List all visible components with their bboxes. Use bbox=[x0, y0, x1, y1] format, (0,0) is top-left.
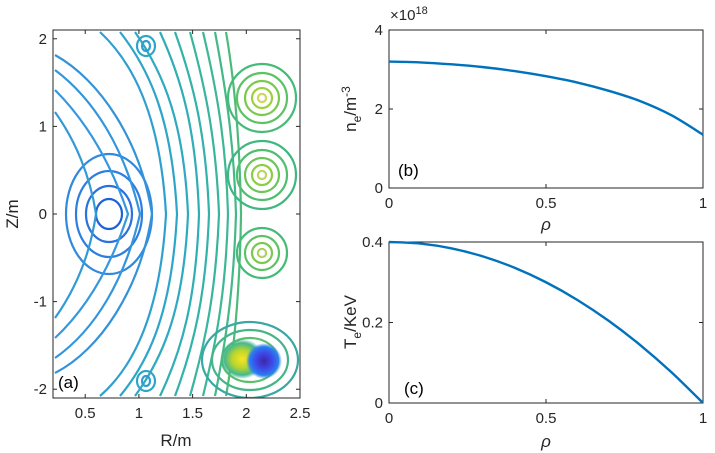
y-tick-label: -2 bbox=[34, 381, 47, 398]
panel-c-axes-box bbox=[388, 241, 704, 404]
panel-c-xlabel: ρ bbox=[540, 432, 551, 451]
coil-center-marker bbox=[258, 94, 266, 102]
y-tick-label: 0 bbox=[375, 395, 383, 412]
x-tick-label: 1 bbox=[135, 405, 143, 422]
x-tick-label: 0 bbox=[385, 410, 393, 427]
panel-a-xlabel: R/m bbox=[160, 431, 191, 450]
x-tick-label: 1 bbox=[699, 195, 707, 212]
panel-b-ylabel: ne/m-3 bbox=[339, 86, 364, 132]
y-tick-label: 1 bbox=[39, 118, 47, 135]
contour-o-point-ring bbox=[84, 184, 134, 244]
panel-b-xlabel: ρ bbox=[540, 215, 551, 234]
panel-c-label: (c) bbox=[404, 379, 424, 398]
y-tick-label: 0.4 bbox=[362, 234, 383, 251]
panel-b-ticks: 0 0.5 1 0 2 4 bbox=[375, 22, 708, 212]
panel-c-series-line bbox=[388, 240, 704, 404]
panel-b-axes-box bbox=[388, 29, 704, 189]
contour-field-line bbox=[99, 31, 168, 397]
coil-top bbox=[226, 62, 298, 134]
x-tick-label: 0 bbox=[385, 195, 393, 212]
coil-center-marker bbox=[258, 249, 266, 257]
y-tick-label: 4 bbox=[375, 22, 383, 39]
x-tick-label: 0.5 bbox=[75, 405, 96, 422]
panel-a-contour: 0.5 1 1.5 2 2.5 2 1 0 -1 -2 (a) R/m Z/m bbox=[3, 29, 311, 450]
coil-center-marker bbox=[258, 171, 266, 179]
contour-x-loop-bottom bbox=[135, 369, 157, 393]
panel-c-ylabel: Te/KeV bbox=[341, 294, 364, 349]
y-tick-label: 0 bbox=[375, 180, 383, 197]
contour-field-line bbox=[134, 31, 190, 397]
x-tick-label: 0.5 bbox=[536, 195, 557, 212]
coil-upper-mid bbox=[226, 139, 298, 211]
panel-b-density: 0 0.5 1 0 2 4 (b) ×1018 ρ ne/m-3 bbox=[339, 5, 707, 234]
contour-field-line bbox=[188, 31, 221, 397]
coil-hot-spot-blue bbox=[246, 343, 282, 379]
x-tick-label: 0.5 bbox=[536, 410, 557, 427]
y-tick-label: 2 bbox=[375, 101, 383, 118]
panel-c-ticks: 0 0.5 1 0 0.2 0.4 bbox=[362, 234, 707, 427]
contour-field-line bbox=[173, 31, 211, 397]
y-tick-label: 2 bbox=[39, 31, 47, 48]
x-tick-label: 1.5 bbox=[182, 405, 203, 422]
x-tick-label: 2.5 bbox=[290, 405, 311, 422]
contour-lines bbox=[54, 31, 300, 398]
panel-b-exponent: ×1018 bbox=[390, 5, 428, 24]
contour-x-loop-top bbox=[140, 39, 152, 53]
panel-b-label: (b) bbox=[398, 161, 419, 180]
panel-c-temperature: 0 0.5 1 0 0.2 0.4 (c) ρ Te/KeV bbox=[341, 234, 707, 451]
coil-lower-mid bbox=[235, 226, 289, 280]
y-tick-label: 0 bbox=[39, 206, 47, 223]
panel-a-ylabel: Z/m bbox=[3, 199, 22, 228]
contour-x-loop-bottom bbox=[140, 374, 152, 388]
contour-o-point-ring bbox=[74, 169, 144, 259]
x-tick-label: 1 bbox=[699, 410, 707, 427]
x-tick-label: 2 bbox=[242, 405, 250, 422]
contour-field-line bbox=[201, 31, 230, 397]
contour-separatrix bbox=[54, 89, 130, 339]
contour-separatrix bbox=[54, 111, 98, 319]
contour-x-loop-top bbox=[135, 34, 157, 58]
contour-field-line bbox=[119, 31, 179, 397]
panel-b-series-line bbox=[388, 60, 704, 136]
contour-separatrix bbox=[54, 54, 154, 374]
y-tick-label: 0.2 bbox=[362, 315, 383, 332]
y-tick-label: -1 bbox=[34, 294, 47, 311]
contour-separatrix bbox=[54, 69, 142, 359]
panel-a-label: (a) bbox=[58, 373, 79, 392]
contour-field-line bbox=[158, 31, 201, 397]
panel-a-ticks: 0.5 1 1.5 2 2.5 2 1 0 -1 -2 bbox=[34, 30, 311, 422]
